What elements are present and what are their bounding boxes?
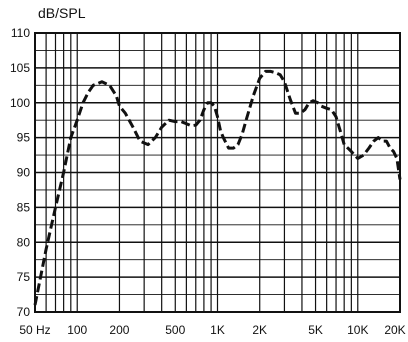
y-tick-label: 90 [17, 166, 31, 180]
y-tick-label: 105 [10, 61, 30, 75]
y-tick-label: 75 [17, 270, 31, 284]
y-tick-label: 85 [17, 200, 31, 214]
grid [34, 32, 401, 313]
x-tick-label: 5K [308, 323, 323, 337]
y-tick-label: 95 [17, 131, 31, 145]
x-tick-label: 50 Hz [19, 323, 50, 337]
x-tick-label: 500 [165, 323, 185, 337]
x-tick-label: 200 [109, 323, 129, 337]
y-tick-label: 70 [17, 305, 31, 319]
response-curve-line [33, 69, 402, 306]
x-tick-label: 2K [252, 323, 267, 337]
plot-frame [34, 32, 401, 313]
x-tick-label: 100 [67, 323, 87, 337]
x-tick-label: 20K [384, 323, 405, 337]
y-tick-label: 100 [10, 96, 30, 110]
y-axis-label: dB/SPL [38, 5, 86, 21]
x-tick-label: 10K [347, 323, 368, 337]
y-tick-labels: 70 75 80 85 90 95 100 105 110 [10, 26, 30, 319]
y-tick-label: 80 [17, 235, 31, 249]
x-tick-labels: 50 Hz 100 200 500 1K 2K 5K 10K 20K [19, 323, 405, 337]
series-layer [33, 69, 402, 306]
y-tick-label: 110 [11, 26, 30, 40]
x-tick-label: 1K [210, 323, 225, 337]
